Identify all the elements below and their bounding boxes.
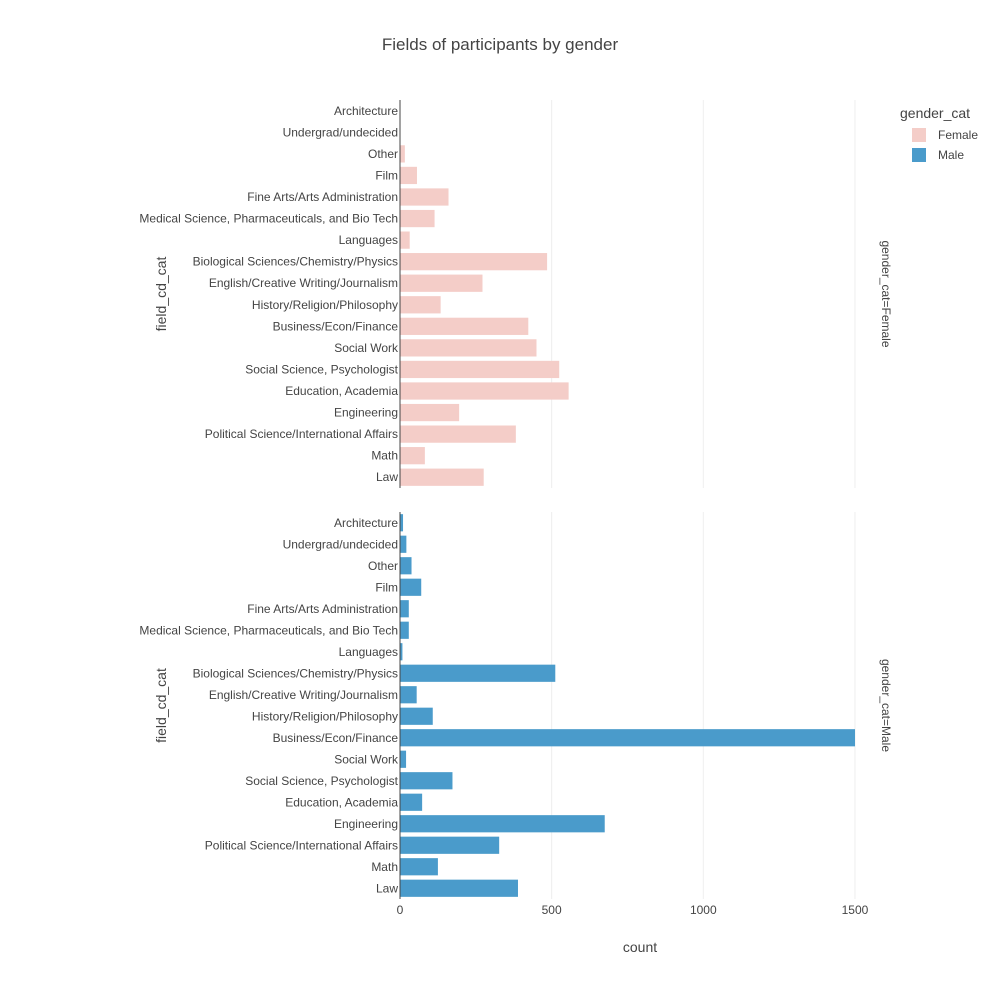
bar-male[interactable] — [400, 578, 422, 596]
category-label: Business/Econ/Finance — [273, 731, 399, 745]
facet-label: gender_cat=Female — [879, 240, 893, 347]
bar-male[interactable] — [400, 793, 423, 811]
chart-title: Fields of participants by gender — [382, 35, 619, 54]
bar-male[interactable] — [400, 879, 518, 897]
bar-female[interactable] — [400, 360, 560, 379]
bar-male[interactable] — [400, 815, 605, 833]
bar-male[interactable] — [400, 557, 412, 575]
category-label: English/Creative Writing/Journalism — [209, 276, 398, 290]
bar-female[interactable] — [400, 296, 441, 314]
bars-layer — [400, 145, 855, 897]
bar-female[interactable] — [400, 339, 537, 357]
category-label: Biological Sciences/Chemistry/Physics — [193, 666, 398, 680]
x-tick-label: 500 — [542, 903, 562, 917]
axis-layer: 0 500 1000 1500 — [397, 100, 869, 917]
category-label: Fine Arts/Arts Administration — [247, 190, 398, 204]
category-label: History/Religion/Philosophy — [252, 298, 398, 312]
legend-title: gender_cat — [900, 105, 970, 121]
bar-male[interactable] — [400, 664, 556, 682]
category-label: Math — [371, 449, 398, 463]
category-label: Film — [375, 168, 398, 182]
labels-layer: Architecture Undergrad/undecided Other Film… — [139, 104, 893, 895]
bar-female[interactable] — [400, 231, 410, 249]
category-label: Social Science, Psychologist — [245, 362, 398, 376]
legend-swatch-female[interactable] — [912, 128, 926, 142]
category-label: Math — [371, 860, 398, 874]
category-label: History/Religion/Philosophy — [252, 709, 398, 723]
legend-label-female[interactable]: Female — [938, 128, 978, 142]
bar-male[interactable] — [400, 858, 438, 876]
bar-male[interactable] — [400, 836, 500, 854]
bar-female[interactable] — [400, 403, 460, 422]
x-tick-label: 1000 — [690, 903, 717, 917]
category-label: Medical Science, Pharmaceuticals, and Bi… — [139, 623, 398, 637]
category-label: Education, Academia — [285, 795, 398, 809]
x-tick-label: 0 — [397, 903, 404, 917]
bar-male[interactable] — [400, 514, 404, 532]
category-label: Business/Econ/Finance — [273, 319, 399, 333]
bar-male[interactable] — [400, 621, 409, 639]
category-label: Law — [376, 881, 398, 895]
legend-swatch-male[interactable] — [912, 148, 926, 162]
bar-male[interactable] — [400, 686, 417, 704]
x-axis-title: count — [623, 939, 657, 955]
bar-female[interactable] — [400, 209, 435, 228]
category-label: Languages — [339, 645, 398, 659]
legend[interactable]: gender_cat Female Male — [900, 105, 978, 162]
legend-label-male[interactable]: Male — [938, 148, 964, 162]
category-label: Film — [375, 580, 398, 594]
bar-female[interactable] — [400, 166, 417, 185]
bar-male[interactable] — [400, 729, 855, 747]
bar-male[interactable] — [400, 600, 409, 618]
category-label: Other — [368, 559, 398, 573]
y-axis-title: field_cd_cat — [153, 668, 169, 743]
category-label: Engineering — [334, 406, 398, 420]
bar-male[interactable] — [400, 643, 403, 661]
category-label: Medical Science, Pharmaceuticals, and Bi… — [139, 212, 398, 226]
category-label: Engineering — [334, 817, 398, 831]
x-tick-label: 1500 — [842, 903, 869, 917]
category-label: Undergrad/undecided — [283, 125, 398, 139]
category-label: Fine Arts/Arts Administration — [247, 602, 398, 616]
category-label: Political Science/International Affairs — [205, 427, 398, 441]
bar-female[interactable] — [400, 253, 548, 271]
facet-panel-male — [400, 514, 855, 897]
category-label: Social Science, Psychologist — [245, 774, 398, 788]
bar-female[interactable] — [400, 274, 483, 292]
bar-male[interactable] — [400, 750, 407, 768]
category-label: Architecture — [334, 516, 398, 530]
category-label: Education, Academia — [285, 384, 398, 398]
category-label: Other — [368, 147, 398, 161]
bar-female[interactable] — [400, 447, 425, 465]
category-label: Biological Sciences/Chemistry/Physics — [193, 255, 398, 269]
category-label: Political Science/International Affairs — [205, 838, 398, 852]
category-label: Languages — [339, 233, 398, 247]
bar-male[interactable] — [400, 707, 433, 725]
category-label: Architecture — [334, 104, 398, 118]
category-label: English/Creative Writing/Journalism — [209, 688, 398, 702]
facet-label: gender_cat=Male — [879, 659, 893, 752]
bar-female[interactable] — [400, 188, 449, 206]
bar-female[interactable] — [400, 468, 484, 486]
bar-male[interactable] — [400, 535, 407, 553]
bar-female[interactable] — [400, 425, 516, 443]
bar-female[interactable] — [400, 145, 405, 163]
category-label: Social Work — [334, 752, 399, 766]
category-label: Undergrad/undecided — [283, 537, 398, 551]
y-axis-title: field_cd_cat — [153, 257, 169, 332]
bar-female[interactable] — [400, 317, 529, 335]
bar-female[interactable] — [400, 382, 569, 400]
category-label: Law — [376, 470, 398, 484]
category-label: Social Work — [334, 341, 399, 355]
grid-layer — [551, 100, 856, 899]
bar-male[interactable] — [400, 772, 453, 790]
facet-panel-female — [400, 145, 569, 486]
